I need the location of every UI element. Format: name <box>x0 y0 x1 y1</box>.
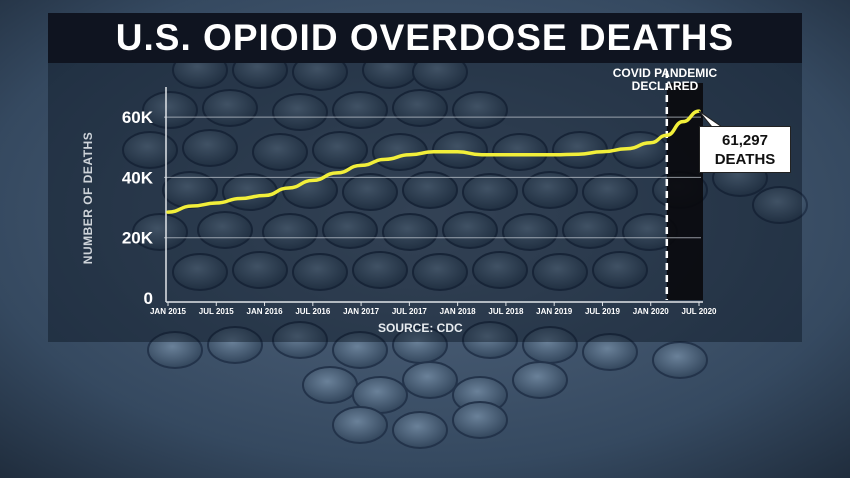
pill-decoration <box>752 186 808 224</box>
pill-decoration <box>132 213 188 251</box>
pill-decoration <box>412 253 468 291</box>
data-point <box>263 194 266 197</box>
x-tick-label: JUL 2016 <box>295 307 331 316</box>
pill-decoration <box>252 133 308 171</box>
pill-decoration <box>462 321 518 359</box>
pill-decoration <box>122 131 178 169</box>
data-point <box>311 179 315 182</box>
x-tick-label: JUL 2019 <box>585 307 621 316</box>
pill-decoration <box>332 91 388 129</box>
pill-decoration <box>492 133 548 171</box>
data-point <box>577 152 580 156</box>
pill-decoration <box>207 326 263 364</box>
data-point <box>456 150 459 153</box>
data-point <box>649 141 652 144</box>
data-point <box>552 153 556 157</box>
data-point <box>625 147 628 150</box>
pill-decoration <box>462 173 518 211</box>
data-point <box>384 158 387 161</box>
pill-decoration <box>522 171 578 209</box>
title-bar: U.S. OPIOID OVERDOSE DEATHS <box>48 13 802 63</box>
deaths-callout: 61,297 DEATHS <box>699 126 791 173</box>
pill-decoration <box>322 211 378 249</box>
callout-value: 61,297 <box>722 131 768 149</box>
data-point <box>601 150 604 153</box>
source-label: SOURCE: CDC <box>378 321 463 335</box>
data-point <box>528 153 532 157</box>
pill-decoration <box>452 401 508 439</box>
y-tick-label: 40K <box>122 168 154 187</box>
y-tick-label: 20K <box>122 229 154 248</box>
covid-period-shade <box>666 83 703 300</box>
x-tick-label: JUL 2015 <box>199 307 235 316</box>
pill-decoration <box>312 131 368 169</box>
pill-decoration <box>392 411 448 449</box>
x-tick-label: JAN 2019 <box>536 307 573 316</box>
pill-decoration <box>172 253 228 291</box>
pill-decoration <box>332 406 388 444</box>
pill-decoration <box>402 171 458 209</box>
pill-decoration <box>592 251 648 289</box>
x-tick-label: JAN 2020 <box>633 307 670 316</box>
data-point <box>408 153 411 157</box>
pill-decoration <box>272 321 328 359</box>
data-point <box>239 197 242 200</box>
x-tick-label: JAN 2016 <box>247 307 284 316</box>
pill-decoration <box>292 253 348 291</box>
x-tick-label: JUL 2017 <box>392 307 428 316</box>
pill-decoration <box>162 171 218 209</box>
x-tick-label: JAN 2015 <box>150 307 187 316</box>
data-point <box>166 210 170 214</box>
pill-decoration <box>582 333 638 371</box>
pill-decoration <box>272 93 328 131</box>
pill-decoration <box>382 213 438 251</box>
pill-decoration <box>432 131 488 169</box>
pill-decoration <box>147 331 203 369</box>
data-point <box>287 186 290 190</box>
pill-decoration <box>342 173 398 211</box>
data-point <box>215 201 218 205</box>
pill-decoration <box>402 361 458 399</box>
covid-annotation-line1: COVID PANDEMIC <box>612 66 718 80</box>
covid-annotation-line2: DECLARED <box>631 79 699 93</box>
pill-decoration <box>472 251 528 289</box>
pill-decoration <box>502 213 558 251</box>
data-point <box>504 153 508 157</box>
pill-decoration <box>232 251 288 289</box>
covid-annotation: COVID PANDEMIC DECLARED <box>600 67 730 93</box>
pill-decoration <box>182 129 238 167</box>
data-point <box>681 120 685 123</box>
data-point <box>359 164 363 167</box>
callout-unit: DEATHS <box>714 150 776 168</box>
chart-title: U.S. OPIOID OVERDOSE DEATHS <box>115 17 735 58</box>
series-line <box>166 109 701 214</box>
pill-decoration <box>512 361 568 399</box>
x-tick-label: JUL 2020 <box>682 307 718 316</box>
y-axis-label: NUMBER OF DEATHS <box>81 131 95 265</box>
x-tick-label: JUL 2018 <box>488 307 524 316</box>
pill-decoration <box>262 213 318 251</box>
data-point <box>432 150 435 153</box>
pill-decoration <box>442 211 498 249</box>
pill-decoration <box>142 91 198 129</box>
pill-decoration <box>582 173 638 211</box>
y-tick-label: 60K <box>122 108 154 127</box>
x-tick-label: JAN 2017 <box>343 307 380 316</box>
data-point <box>190 204 194 208</box>
pill-decoration <box>562 211 618 249</box>
data-point <box>335 171 339 175</box>
data-point <box>480 153 483 157</box>
data-point <box>665 134 669 137</box>
x-tick-label: JAN 2018 <box>440 307 477 316</box>
pill-decoration <box>652 341 708 379</box>
pill-decoration <box>532 253 588 291</box>
pill-decoration <box>452 91 508 129</box>
y-tick-label: 0 <box>144 289 153 308</box>
pill-decoration <box>352 251 408 289</box>
pill-decoration <box>332 331 388 369</box>
pill-decoration <box>197 211 253 249</box>
